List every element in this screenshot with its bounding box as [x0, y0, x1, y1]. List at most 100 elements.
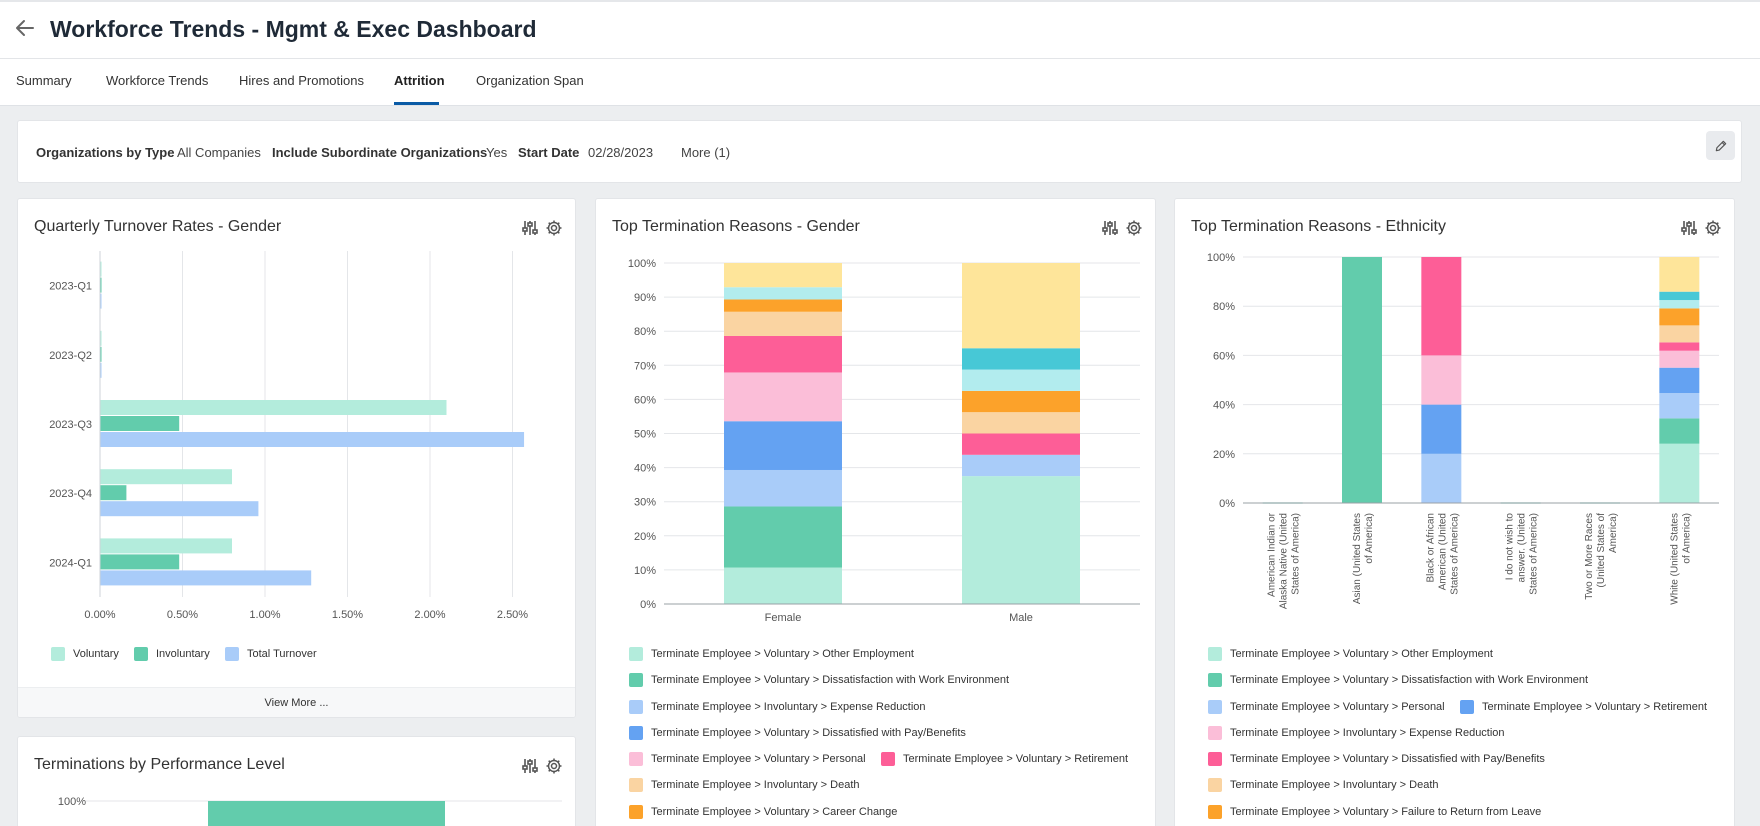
legend-swatch [51, 647, 65, 661]
x-tick-label: States of America) [1291, 513, 1302, 595]
filter-org-type-value: All Companies [177, 145, 261, 160]
y-tick-label: 80% [634, 326, 656, 338]
legend-item[interactable]: Terminate Employee > Voluntary > Persona… [1208, 700, 1445, 714]
legend-item[interactable]: Terminate Employee > Voluntary > Retirem… [881, 752, 1128, 766]
legend-item[interactable]: Involuntary [134, 647, 210, 661]
tab-organization-span[interactable]: Organization Span [476, 73, 584, 88]
bar-segment [724, 299, 842, 312]
back-arrow-icon[interactable] [13, 16, 37, 40]
legend-item[interactable]: Terminate Employee > Voluntary > Failure… [1208, 805, 1541, 819]
tab-attrition[interactable]: Attrition [394, 73, 445, 88]
bar-segment [962, 412, 1080, 434]
x-tick-label: States of America) [1529, 513, 1540, 595]
tab-hires-and-promotions[interactable]: Hires and Promotions [239, 73, 364, 88]
top-bar: Workforce Trends - Mgmt & Exec Dashboard [0, 0, 1760, 59]
legend-label: Terminate Employee > Voluntary > Career … [651, 806, 898, 818]
legend-item[interactable]: Voluntary [51, 647, 119, 661]
turnover-card-actions [521, 219, 563, 237]
edit-filters-button[interactable] [1706, 131, 1735, 160]
x-tick-label: Two or More Races [1584, 513, 1595, 600]
gear-icon[interactable] [545, 757, 563, 775]
legend-swatch [1208, 647, 1222, 661]
legend-swatch [1208, 752, 1222, 766]
bar-segment [1421, 257, 1462, 356]
legend-swatch [881, 752, 895, 766]
y-tick-label: 40% [634, 463, 656, 475]
legend-item[interactable]: Terminate Employee > Voluntary > Other E… [1208, 647, 1493, 661]
legend-item[interactable]: Terminate Employee > Involuntary > Death [629, 778, 860, 792]
legend-swatch [225, 647, 239, 661]
y-tick-label: 60% [1213, 350, 1235, 362]
legend-label: Terminate Employee > Voluntary > Persona… [651, 753, 866, 765]
bar-segment [962, 263, 1080, 349]
bar-segment [724, 469, 842, 507]
bar [100, 432, 525, 447]
bar-segment [1421, 404, 1462, 454]
bar [100, 485, 127, 501]
y-tick-label: 100% [58, 796, 86, 808]
gear-icon[interactable] [1125, 219, 1143, 237]
legend-item[interactable]: Terminate Employee > Voluntary > Other E… [629, 647, 914, 661]
gear-icon[interactable] [545, 219, 563, 237]
legend-item[interactable]: Terminate Employee > Voluntary > Retirem… [1460, 700, 1707, 714]
x-tick-label: Alaska Native (United [1279, 513, 1290, 609]
bar-segment [724, 567, 842, 604]
x-tick-label: American Indian or [1267, 512, 1278, 597]
performance-card-title: Terminations by Performance Level [34, 756, 285, 773]
bar [100, 538, 232, 554]
bar-segment [724, 335, 842, 373]
tab-bar: Summary Workforce Trends Hires and Promo… [0, 59, 1760, 106]
y-tick-label: 2023-Q2 [49, 350, 92, 362]
legend-item[interactable]: Terminate Employee > Voluntary > Dissati… [629, 673, 1009, 687]
sliders-icon[interactable] [521, 757, 539, 775]
ethnicity-card-actions [1680, 219, 1722, 237]
tab-summary[interactable]: Summary [16, 73, 72, 88]
gear-icon[interactable] [1704, 219, 1722, 237]
x-tick-label: America) [1608, 513, 1619, 553]
bar-segment [1659, 325, 1700, 343]
legend-item[interactable]: Terminate Employee > Involuntary > Expen… [629, 700, 926, 714]
legend-swatch [1460, 700, 1474, 714]
legend-item[interactable]: Terminate Employee > Voluntary > Career … [629, 805, 897, 819]
legend-label: Terminate Employee > Voluntary > Persona… [1230, 701, 1445, 713]
page-title: Workforce Trends - Mgmt & Exec Dashboard [50, 16, 537, 42]
y-tick-label: 10% [634, 565, 656, 577]
bar-segment [1659, 350, 1700, 368]
filter-start-date-label: Start Date [518, 145, 580, 160]
filter-more-link[interactable]: More (1) [681, 145, 731, 160]
legend-item[interactable]: Terminate Employee > Voluntary > Dissati… [629, 726, 966, 740]
bar [100, 570, 312, 586]
bar-segment [1659, 367, 1700, 394]
x-tick-label: 2.00% [414, 609, 445, 621]
legend-label: Terminate Employee > Voluntary > Retirem… [1482, 701, 1708, 713]
sliders-icon[interactable] [521, 219, 539, 237]
legend-swatch [1208, 726, 1222, 740]
y-tick-label: 2023-Q4 [49, 488, 92, 500]
legend-swatch [134, 647, 148, 661]
x-tick-label: answer. (United [1517, 513, 1528, 582]
view-more-button[interactable]: View More ... [18, 687, 575, 717]
bar-segment [1342, 257, 1382, 503]
x-tick-label: 0.00% [84, 609, 115, 621]
tab-workforce-trends[interactable]: Workforce Trends [106, 73, 209, 88]
x-tick-label: Female [765, 612, 802, 624]
bar [100, 261, 102, 277]
y-tick-label: 50% [634, 429, 656, 441]
ethnicity-card-title: Top Termination Reasons - Ethnicity [1191, 218, 1446, 235]
gender-card-actions [1101, 219, 1143, 237]
sliders-icon[interactable] [1101, 219, 1119, 237]
legend-label: Total Turnover [247, 648, 317, 660]
legend-item[interactable]: Terminate Employee > Involuntary > Death [1208, 778, 1439, 792]
legend-item[interactable]: Terminate Employee > Voluntary > Dissati… [1208, 673, 1588, 687]
y-tick-label: 40% [1213, 400, 1235, 412]
legend-item[interactable]: Total Turnover [225, 647, 317, 661]
legend-item[interactable]: Terminate Employee > Voluntary > Dissati… [1208, 752, 1545, 766]
sliders-icon[interactable] [1680, 219, 1698, 237]
legend-item[interactable]: Terminate Employee > Involuntary > Expen… [1208, 726, 1505, 740]
bar [100, 346, 102, 362]
x-tick-label: White (United States [1669, 513, 1680, 605]
y-tick-label: 100% [1207, 252, 1235, 264]
legend-label: Terminate Employee > Voluntary > Other E… [651, 648, 914, 660]
turnover-card-title: Quarterly Turnover Rates - Gender [34, 218, 282, 235]
legend-item[interactable]: Terminate Employee > Voluntary > Persona… [629, 752, 866, 766]
